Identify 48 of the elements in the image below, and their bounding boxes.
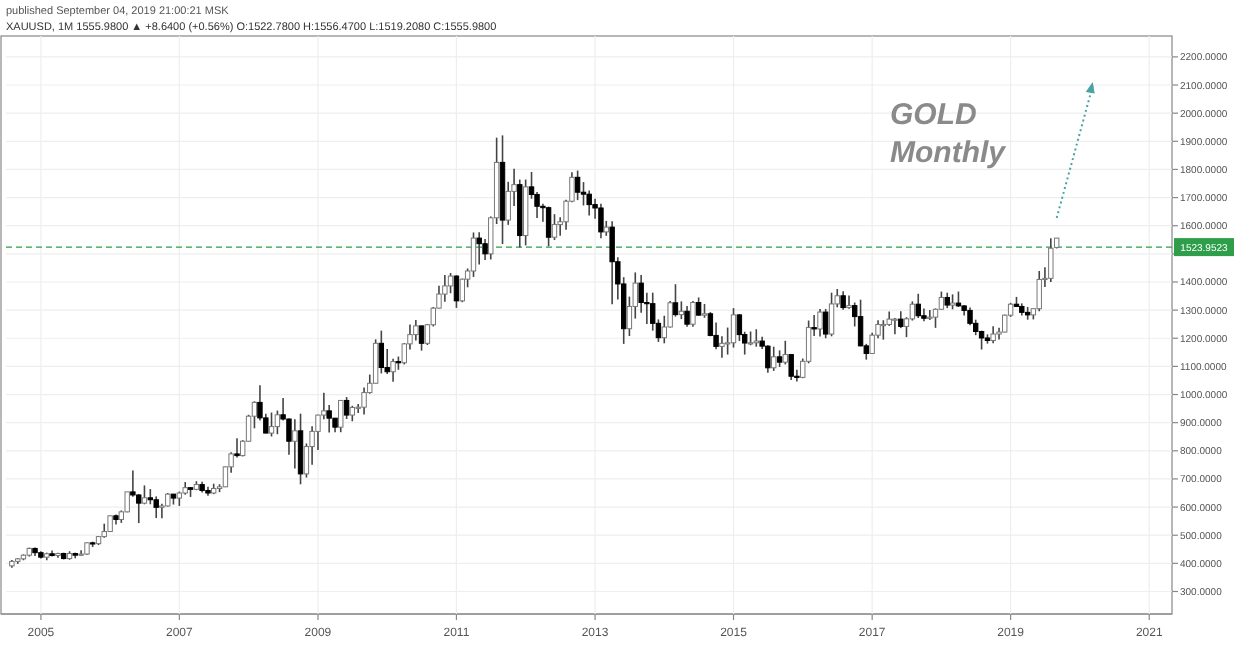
candlestick bbox=[695, 296, 702, 317]
candlestick bbox=[453, 274, 460, 309]
candlestick bbox=[915, 293, 921, 319]
candlestick bbox=[765, 344, 771, 374]
candlestick bbox=[609, 220, 615, 306]
candlestick bbox=[574, 169, 581, 201]
candlestick bbox=[153, 495, 159, 519]
candlestick bbox=[846, 294, 852, 310]
candlestick bbox=[413, 319, 419, 342]
candlestick bbox=[672, 283, 679, 318]
candlestick bbox=[297, 412, 304, 486]
candlestick bbox=[684, 305, 690, 328]
candlestick bbox=[130, 469, 136, 498]
candlestick bbox=[234, 437, 240, 459]
candlestick bbox=[817, 308, 823, 338]
candlestick bbox=[828, 291, 835, 338]
candlestick bbox=[892, 317, 898, 336]
candlestick bbox=[1048, 237, 1054, 283]
candlestick bbox=[927, 309, 933, 321]
candlestick bbox=[840, 290, 846, 311]
candlestick bbox=[598, 202, 604, 240]
candlestick bbox=[713, 321, 719, 351]
candlestick bbox=[545, 205, 552, 248]
candlestick bbox=[343, 396, 350, 420]
candlestick bbox=[338, 399, 344, 434]
candlestick bbox=[719, 335, 725, 359]
annotation: Monthly bbox=[890, 136, 1007, 170]
candlestick bbox=[771, 345, 777, 372]
candlestick bbox=[880, 319, 887, 341]
candlestick bbox=[274, 409, 281, 435]
candlestick bbox=[1036, 270, 1042, 313]
candlestick bbox=[586, 189, 592, 217]
candlestick bbox=[753, 328, 759, 348]
candlestick bbox=[378, 329, 385, 375]
candlestick bbox=[268, 411, 275, 438]
candlestick bbox=[551, 213, 558, 241]
candlestick bbox=[730, 307, 737, 349]
candlestick bbox=[482, 238, 488, 261]
candlestick bbox=[811, 314, 817, 337]
candlestick bbox=[418, 324, 425, 352]
candlestick bbox=[292, 418, 298, 470]
candlestick bbox=[442, 274, 448, 303]
candlestick bbox=[476, 231, 482, 266]
candlestick bbox=[782, 339, 788, 366]
annotation: GOLD bbox=[890, 98, 977, 132]
candlestick bbox=[822, 308, 829, 340]
candlestick bbox=[690, 300, 696, 328]
candlestick bbox=[447, 272, 454, 295]
